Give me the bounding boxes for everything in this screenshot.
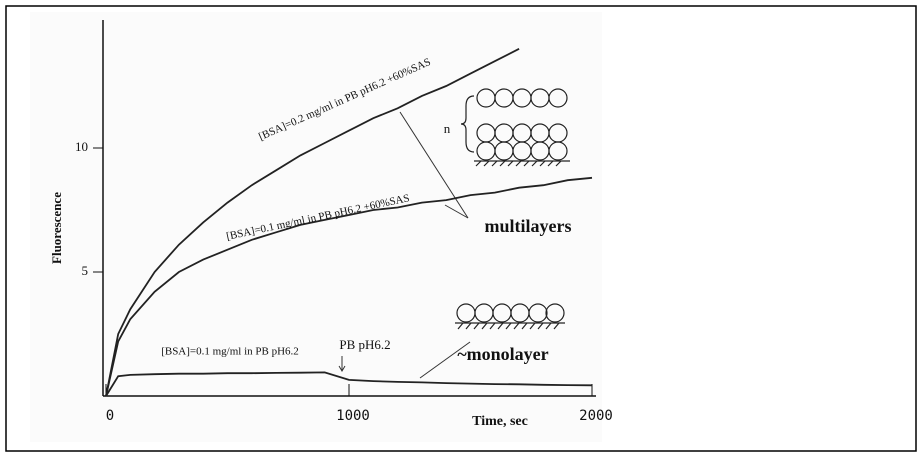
annotation: ~monolayer	[457, 344, 548, 364]
x-axis-label: Time, sec	[472, 414, 528, 429]
x-tick-label: 2000	[579, 408, 613, 424]
series-line	[105, 47, 520, 397]
y-tick-label: 5	[82, 263, 89, 278]
annotation: n	[444, 121, 451, 136]
annotation: multilayers	[485, 216, 572, 236]
annotation: PB pH6.2	[339, 337, 390, 352]
y-axis-label: Fluorescence	[49, 192, 64, 264]
monolayer-sketch	[455, 303, 565, 330]
y-tick-label: 10	[75, 139, 88, 154]
series-line	[105, 176, 593, 397]
series-label: [BSA]=0.1 mg/ml in PB pH6.2	[161, 346, 299, 358]
series-line	[105, 371, 593, 397]
multilayer-sketch	[460, 88, 570, 167]
scan-area	[30, 12, 602, 442]
x-tick-label: 1000	[336, 408, 370, 424]
pointer-lines	[338, 111, 471, 379]
x-tick-label: 0	[106, 408, 114, 424]
